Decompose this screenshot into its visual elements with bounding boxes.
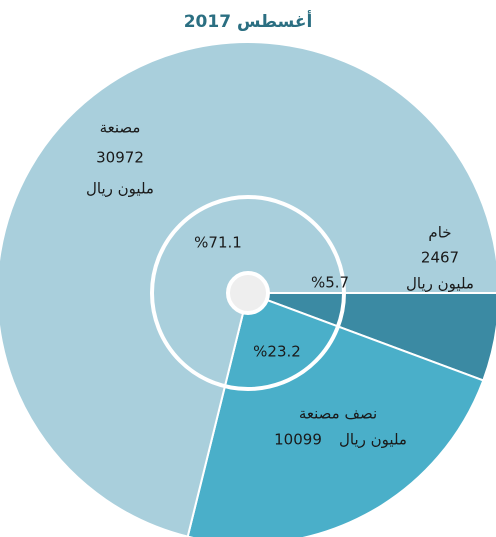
slice-label: خام <box>428 224 451 242</box>
center-hole <box>226 271 270 315</box>
percent-label: %5.7 <box>311 274 349 292</box>
slice-unit: مليون ريال <box>406 275 474 293</box>
pie-slice <box>186 291 485 537</box>
inner-ring <box>150 195 346 391</box>
slice-value: 30972 <box>96 149 144 167</box>
percent-label: %71.1 <box>194 234 242 252</box>
slice-unit: مليون ريال <box>339 431 407 449</box>
slice-label: نصف مصنعة <box>299 405 377 423</box>
slice-label: مصنعة <box>100 119 141 137</box>
chart-title: أغسطس 2017 <box>184 10 313 32</box>
percent-label: %23.2 <box>253 343 301 361</box>
slice-unit: مليون ريال <box>86 180 154 198</box>
slice-value: 10099 <box>274 431 322 449</box>
slice-value: 2467 <box>421 249 459 267</box>
